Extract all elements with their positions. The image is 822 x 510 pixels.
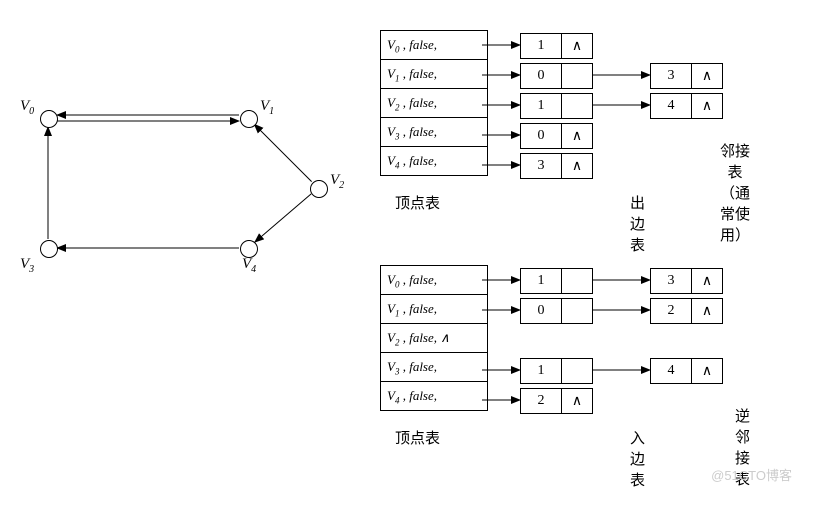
graph-node-label: V1: [260, 98, 274, 117]
graph-node-label: V2: [330, 172, 344, 191]
list-node-value: 3: [520, 153, 562, 179]
list-node-pointer: ∧: [562, 123, 593, 149]
list-node: 3∧: [650, 63, 723, 89]
list-node: 3∧: [520, 153, 593, 179]
list-node: 0: [520, 298, 593, 324]
list-node: 3∧: [650, 268, 723, 294]
graph-node: [40, 110, 58, 128]
adjacency-out-block: V0 , false,V1 , false,V2 , false,V3 , fa…: [380, 30, 488, 176]
graph-node: [40, 240, 58, 258]
caption-vertex-table-1: 顶点表: [395, 192, 440, 213]
diagram-root: V0 V1 V2 V3 V4 V0 , false,V1 , false,V2 , fa…: [20, 20, 802, 490]
list-node-pointer: [562, 268, 593, 294]
list-node-pointer: ∧: [692, 93, 723, 119]
graph-edges: [20, 80, 350, 300]
list-node-pointer: ∧: [562, 153, 593, 179]
list-node-value: 0: [520, 123, 562, 149]
list-node-pointer: ∧: [562, 33, 593, 59]
graph-node-label: V4: [242, 256, 256, 275]
list-node-pointer: [562, 358, 593, 384]
list-node-value: 4: [650, 358, 692, 384]
graph-node: [310, 180, 328, 198]
graph-node: [240, 110, 258, 128]
list-node-value: 1: [520, 93, 562, 119]
list-node: 0: [520, 63, 593, 89]
directed-graph: V0 V1 V2 V3 V4: [20, 80, 350, 300]
list-node-value: 3: [650, 63, 692, 89]
list-node-value: 2: [520, 388, 562, 414]
list-node: 1: [520, 358, 593, 384]
list-node: 4∧: [650, 358, 723, 384]
caption-out-edge-table: 出边表: [630, 192, 645, 255]
adjacency-in-block: V0 , false,V1 , false,V2 , false, ∧V3 , …: [380, 265, 488, 411]
caption-in-edge-table: 入边表: [630, 427, 645, 490]
list-node-pointer: ∧: [692, 298, 723, 324]
list-node: 4∧: [650, 93, 723, 119]
list-node: 1: [520, 93, 593, 119]
list-node: 0∧: [520, 123, 593, 149]
graph-node-label: V0: [20, 98, 34, 117]
caption-vertex-table-2: 顶点表: [395, 427, 440, 448]
list-node-pointer: [562, 298, 593, 324]
list-node-pointer: [562, 93, 593, 119]
list-node-value: 2: [650, 298, 692, 324]
list-node-pointer: ∧: [692, 268, 723, 294]
graph-node-label: V3: [20, 256, 34, 275]
list-node-value: 4: [650, 93, 692, 119]
list-node: 2∧: [650, 298, 723, 324]
list-node-pointer: ∧: [692, 63, 723, 89]
adj-title-line2: （通常使用）: [720, 186, 750, 244]
list-node-value: 1: [520, 33, 562, 59]
list-node-pointer: ∧: [562, 388, 593, 414]
watermark: @51CTO博客: [711, 465, 792, 484]
caption-adj-title: 邻接表 （通常使用）: [720, 140, 750, 245]
list-node: 1: [520, 268, 593, 294]
list-node: 1∧: [520, 33, 593, 59]
list-node-value: 1: [520, 268, 562, 294]
list-node: 2∧: [520, 388, 593, 414]
list-node-value: 0: [520, 63, 562, 89]
list-node-value: 3: [650, 268, 692, 294]
list-node-value: 0: [520, 298, 562, 324]
list-node-pointer: ∧: [692, 358, 723, 384]
adj-title-line1: 邻接表: [720, 144, 750, 181]
list-node-pointer: [562, 63, 593, 89]
list-node-value: 1: [520, 358, 562, 384]
